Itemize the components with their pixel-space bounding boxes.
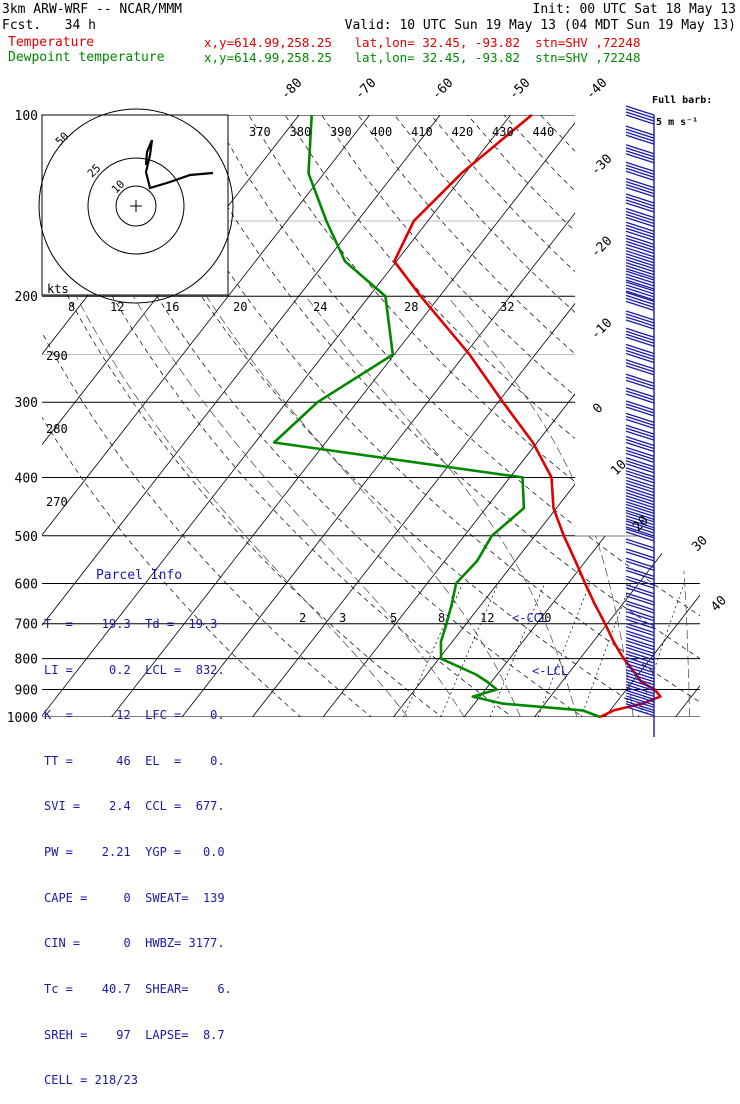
dry-adiabat [285, 115, 740, 730]
parcel-row: Tc = 40.7 SHEAR= 6. [44, 982, 234, 997]
theta-e-label: 390 [330, 125, 352, 139]
dry-adiabat [431, 115, 740, 730]
dry-adiabat [687, 115, 740, 730]
parcel-row: SREH = 97 LAPSE= 8.7 [44, 1028, 234, 1043]
dry-adiabat [614, 115, 740, 730]
theta-e-label: 370 [249, 125, 271, 139]
pressure-tick-label: 800 [15, 653, 38, 668]
hodograph-inset [42, 115, 228, 295]
barb-legend: Full barb: 5 m s⁻¹ [640, 84, 712, 128]
mixing-ratio-label: 2 [299, 611, 306, 625]
parcel-row: CAPE = 0 SWEAT= 139 [44, 891, 234, 906]
isotherm-label: -40 [583, 76, 610, 103]
parcel-info-panel: Parcel Info T = 19.3 Td = 19.3 LI = 0.2 … [44, 538, 234, 1104]
isotherm-label: -60 [429, 76, 456, 103]
parcel-row: CELL = 218/23 [44, 1073, 234, 1088]
mixing-ratio-line [538, 583, 590, 717]
height-scale-label: 32 [500, 300, 514, 314]
isotherm-label: -30 [588, 152, 615, 179]
mixing-ratio-line [404, 583, 463, 717]
isotherm-label: -80 [278, 76, 305, 103]
height-scale-label: 24 [313, 300, 327, 314]
theta-e-label: 430 [492, 125, 514, 139]
pressure-tick-label: 400 [15, 471, 38, 486]
parcel-row: T = 19.3 Td = 19.3 [44, 617, 234, 632]
isotherm-line [605, 115, 740, 717]
theta-e-label: 440 [533, 125, 555, 139]
mixing-ratio-label: 5 [390, 611, 397, 625]
isotherm-line [676, 115, 740, 717]
mixing-ratio-label: 8 [438, 611, 445, 625]
isotherm-label: -70 [352, 76, 379, 103]
pressure-tick-label: 1000 [7, 711, 38, 726]
temperature-trace [394, 115, 660, 717]
dry-adiabat-label: 290 [46, 349, 68, 363]
dry-adiabat [212, 115, 740, 730]
isotherm-line [323, 115, 740, 717]
height-scale-label: 8 [68, 300, 75, 314]
mixing-ratio-line [441, 583, 498, 717]
mixing-ratio-label: 3 [339, 611, 346, 625]
isotherm-line [464, 115, 740, 717]
mixing-ratio-label: 12 [480, 611, 494, 625]
dry-adiabat [650, 115, 740, 730]
theta-e-label: 420 [452, 125, 474, 139]
pressure-tick-label: 600 [15, 577, 38, 592]
pressure-tick-label: 100 [15, 109, 38, 124]
parcel-row: CIN = 0 HWBZ= 3177. [44, 936, 234, 951]
height-scale-label: 16 [165, 300, 179, 314]
isotherm-label: -10 [588, 316, 615, 343]
isotherm-label: -20 [588, 234, 615, 261]
theta-e-label: 380 [290, 125, 312, 139]
isotherm-label: 40 [708, 593, 730, 615]
dry-adiabat [358, 115, 740, 730]
theta-e-label: 400 [371, 125, 393, 139]
isotherm-label: 30 [689, 533, 711, 555]
dry-adiabat [468, 115, 740, 730]
lcl-label: <-LCL [532, 664, 568, 678]
pressure-tick-label: 200 [15, 290, 38, 305]
height-scale-label: 12 [110, 300, 124, 314]
isotherm-label: -50 [506, 76, 533, 103]
parcel-row: TT = 46 EL = 0. [44, 754, 234, 769]
parcel-info-title: Parcel Info [44, 568, 234, 583]
ccl-label: <-CCL [512, 611, 548, 625]
pressure-tick-label: 300 [15, 396, 38, 411]
height-scale-label: 20 [233, 300, 247, 314]
kts-label: kts [47, 282, 69, 296]
dry-adiabat-label: 270 [46, 495, 68, 509]
isotherm-label: 0 [590, 401, 606, 417]
dry-adiabat [395, 115, 740, 730]
barb-legend-unit: 5 m s⁻¹ [652, 117, 698, 128]
height-scale-label: 28 [404, 300, 418, 314]
barb-legend-title: Full barb: [652, 95, 712, 106]
isotherm-line [182, 115, 652, 717]
dry-adiabat [577, 115, 740, 730]
pressure-tick-label: 700 [15, 618, 38, 633]
dry-adiabat-label: 280 [46, 422, 68, 436]
parcel-row: PW = 2.21 YGP = 0.0 [44, 845, 234, 860]
pressure-tick-label: 500 [15, 530, 38, 545]
pressure-tick-label: 900 [15, 683, 38, 698]
parcel-row: K = 12 LFC = 0. [44, 708, 234, 723]
moist-adiabat [447, 296, 633, 717]
theta-e-label: 410 [411, 125, 433, 139]
parcel-row: LI = 0.2 LCL = 832. [44, 663, 234, 678]
dry-adiabat [322, 115, 740, 730]
parcel-row: SVI = 2.4 CCL = 677. [44, 799, 234, 814]
dry-adiabat [176, 115, 740, 730]
